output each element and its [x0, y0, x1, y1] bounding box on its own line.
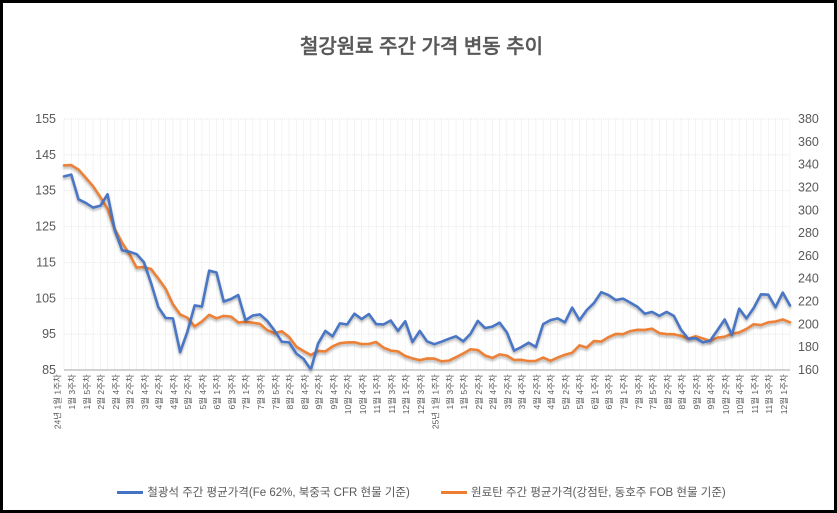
svg-text:135: 135	[35, 184, 56, 198]
svg-text:280: 280	[798, 226, 819, 240]
svg-text:115: 115	[36, 255, 56, 269]
svg-text:360: 360	[798, 135, 819, 149]
svg-text:180: 180	[798, 340, 819, 354]
svg-text:240: 240	[798, 272, 819, 286]
svg-text:320: 320	[798, 180, 819, 194]
svg-text:380: 380	[798, 112, 819, 126]
svg-text:260: 260	[798, 249, 819, 263]
svg-text:300: 300	[798, 203, 819, 217]
svg-text:220: 220	[798, 295, 819, 309]
svg-text:160: 160	[798, 363, 819, 377]
svg-text:145: 145	[35, 148, 56, 162]
svg-text:125: 125	[35, 220, 56, 234]
svg-text:155: 155	[35, 112, 56, 126]
svg-text:340: 340	[798, 158, 819, 172]
svg-text:200: 200	[798, 317, 819, 331]
svg-text:95: 95	[42, 327, 56, 341]
svg-text:105: 105	[35, 291, 56, 305]
